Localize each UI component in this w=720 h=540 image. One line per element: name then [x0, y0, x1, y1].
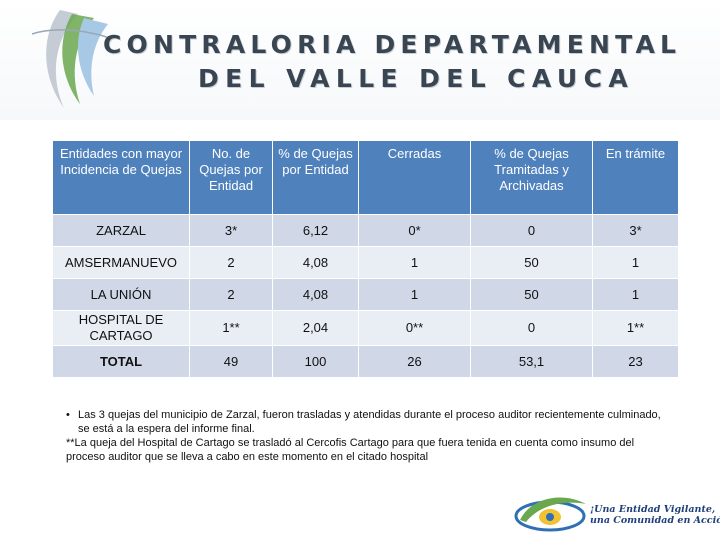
footnote-zarzal-text: Las 3 quejas del municipio de Zarzal, fu…: [78, 409, 661, 435]
table-cell: 1**: [592, 310, 679, 346]
column-header-complaint-percent: % de Quejas por Entidad: [272, 140, 359, 215]
table-cell: 0**: [358, 310, 471, 346]
table-cell: LA UNIÓN: [52, 278, 190, 311]
table-row: ZARZAL 3* 6,12 0* 0 3*: [52, 214, 679, 247]
table-cell: 3*: [592, 214, 679, 247]
table-cell: 100: [272, 345, 359, 378]
table-cell: AMSERMANUEVO: [52, 246, 190, 279]
column-header-in-progress: En trámite: [592, 140, 679, 215]
table-cell: 2,04: [272, 310, 359, 346]
bullet-icon: •: [66, 409, 70, 421]
column-header-complaint-count: No. de Quejas por Entidad: [189, 140, 273, 215]
table-row: HOSPITAL DE CARTAGO 1** 2,04 0** 0 1**: [52, 310, 679, 346]
contraloria-emblem-icon: [514, 497, 586, 532]
title-line-1: CONTRALORIA DEPARTAMENTAL: [103, 30, 682, 59]
table-cell: 4,08: [272, 246, 359, 279]
table-cell: 53,1: [470, 345, 593, 378]
footnote-zarzal: • Las 3 quejas del municipio de Zarzal, f…: [66, 408, 666, 436]
table-cell: 1**: [189, 310, 273, 346]
table-cell: 23: [592, 345, 679, 378]
table-cell: 2: [189, 278, 273, 311]
header-band: CONTRALORIA DEPARTAMENTAL DEL VALLE DEL …: [0, 0, 720, 120]
table-cell: 0: [470, 310, 593, 346]
column-header-entity: Entidades con mayor Incidencia de Quejas: [52, 140, 190, 215]
table-cell: 26: [358, 345, 471, 378]
swoosh-logo-icon: [31, 10, 111, 108]
slogan: ¡Una Entidad Vigilante, una Comunidad en…: [590, 504, 720, 526]
table-cell: 0*: [358, 214, 471, 247]
table-cell: 3*: [189, 214, 273, 247]
footer-logo: ¡Una Entidad Vigilante, una Comunidad en…: [514, 490, 720, 536]
table-header-row: Entidades con mayor Incidencia de Quejas…: [52, 140, 679, 215]
footnotes: • Las 3 quejas del municipio de Zarzal, f…: [66, 408, 666, 464]
table-cell: 4,08: [272, 278, 359, 311]
table-cell: 0: [470, 214, 593, 247]
column-header-closed: Cerradas: [358, 140, 471, 215]
slogan-line-1: ¡Una Entidad Vigilante,: [590, 504, 716, 515]
table-cell: 50: [470, 278, 593, 311]
title-line-2: DEL VALLE DEL CAUCA: [198, 64, 635, 93]
table-cell: 49: [189, 345, 273, 378]
table-row: AMSERMANUEVO 2 4,08 1 50 1: [52, 246, 679, 279]
table-total-row: TOTAL 49 100 26 53,1 23: [52, 345, 679, 378]
table-cell-total-label: TOTAL: [52, 345, 190, 378]
slogan-line-2: una Comunidad en Acción!: [590, 515, 720, 526]
table-cell: HOSPITAL DE CARTAGO: [52, 310, 190, 346]
complaints-table: Entidades con mayor Incidencia de Quejas…: [52, 140, 679, 378]
table-cell: ZARZAL: [52, 214, 190, 247]
table-cell: 1: [358, 246, 471, 279]
table-cell: 50: [470, 246, 593, 279]
table-cell: 1: [358, 278, 471, 311]
column-header-processed-percent: % de Quejas Tramitadas y Archivadas: [470, 140, 593, 215]
table-cell: 1: [592, 246, 679, 279]
footnote-hospital: **La queja del Hospital de Cartago se tr…: [66, 437, 635, 463]
table-cell: 1: [592, 278, 679, 311]
table-cell: 6,12: [272, 214, 359, 247]
table-row: LA UNIÓN 2 4,08 1 50 1: [52, 278, 679, 311]
table-cell: 2: [189, 246, 273, 279]
